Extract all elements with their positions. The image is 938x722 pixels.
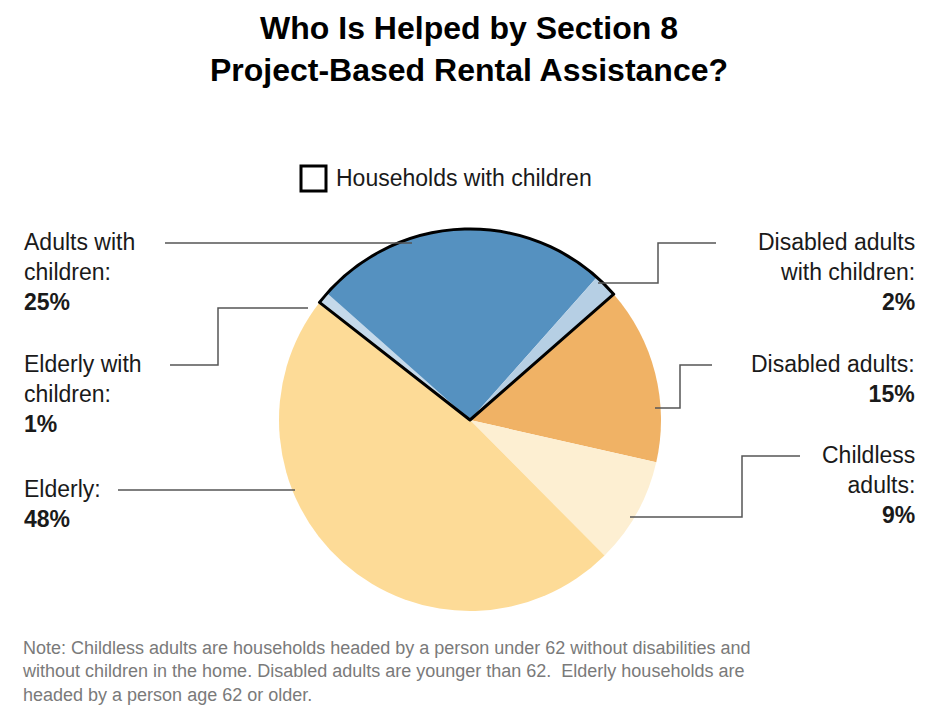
svg-text:Households with children: Households with children — [336, 165, 592, 191]
svg-text:Disabled adults:15%: Disabled adults:15% — [751, 351, 915, 407]
svg-text:Note: Childless adults are hou: Note: Childless adults are households he… — [22, 638, 750, 705]
svg-text:Elderly:48%: Elderly:48% — [24, 476, 101, 532]
svg-text:Disabled adultswith children:2: Disabled adultswith children:2% — [758, 229, 915, 315]
svg-text:Childlessadults:9%: Childlessadults:9% — [822, 442, 915, 528]
svg-text:Elderly withchildren:1%: Elderly withchildren:1% — [24, 351, 142, 437]
svg-text:Who Is Helped by Section 8Proj: Who Is Helped by Section 8Project-Based … — [210, 10, 728, 88]
svg-text:Adults withchildren:25%: Adults withchildren:25% — [24, 229, 135, 315]
